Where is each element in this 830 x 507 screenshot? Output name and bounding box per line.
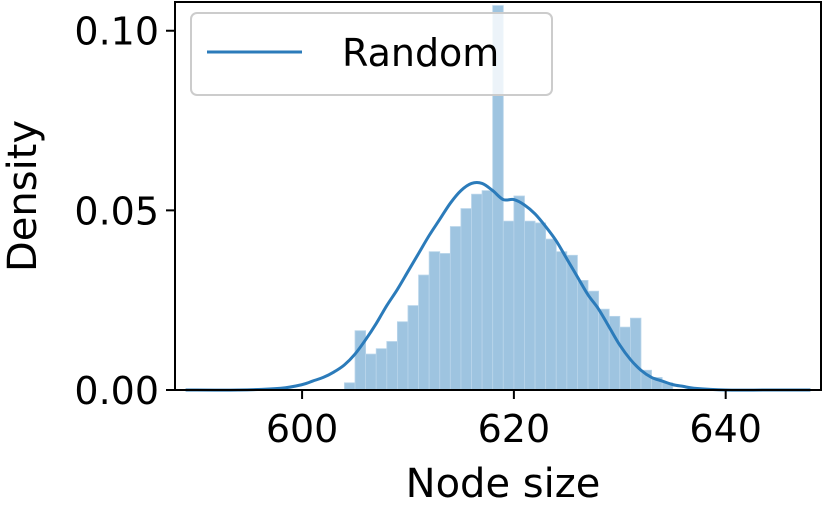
x-tick-label: 620: [478, 407, 551, 451]
histogram-bar: [428, 251, 441, 391]
legend: Random: [190, 12, 553, 96]
legend-label-random: Random: [342, 31, 499, 75]
histogram-bar: [513, 195, 525, 391]
histogram-bar: [555, 251, 568, 391]
kde-line-random: [185, 181, 811, 392]
histogram-bar: [365, 353, 377, 391]
histogram-bar: [460, 208, 472, 391]
histogram-bar: [344, 382, 356, 391]
histogram-bar: [481, 190, 494, 391]
y-tick-label: 0.05: [74, 189, 159, 233]
histogram-bar: [449, 226, 462, 391]
histogram-bar: [629, 317, 642, 391]
histogram-bar: [524, 220, 536, 391]
y-tick-label: 0.10: [74, 10, 159, 54]
plot-frame: [174, 1, 822, 391]
histogram-bar: [598, 308, 610, 391]
kde-curve: [185, 181, 811, 392]
histogram-bar: [534, 222, 547, 391]
histogram-bar: [407, 305, 419, 391]
histogram-bar: [439, 253, 451, 391]
x-tick-label: 600: [266, 407, 339, 451]
histogram-bar: [502, 220, 515, 391]
histogram-bar: [577, 280, 589, 391]
histogram-bar: [471, 193, 483, 391]
histogram-bars: [344, 5, 674, 391]
x-tick-label: 640: [689, 407, 762, 451]
x-axis: 600 620 640: [266, 390, 762, 451]
histogram-bar: [386, 341, 398, 391]
x-axis-label: Node size: [406, 461, 601, 507]
histogram-bar: [396, 321, 409, 391]
y-tick-label: 0.00: [74, 369, 159, 413]
legend-box: [190, 12, 553, 96]
plot-area: [185, 5, 811, 392]
y-axis-label: Density: [0, 120, 46, 272]
y-axis: 0.00 0.05 0.10: [74, 10, 175, 413]
histogram-bar: [375, 348, 388, 391]
histogram-bar: [545, 238, 557, 391]
histogram-bar: [418, 274, 430, 391]
